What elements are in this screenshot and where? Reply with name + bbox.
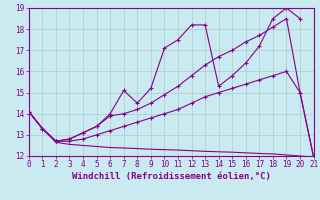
X-axis label: Windchill (Refroidissement éolien,°C): Windchill (Refroidissement éolien,°C) — [72, 172, 271, 181]
